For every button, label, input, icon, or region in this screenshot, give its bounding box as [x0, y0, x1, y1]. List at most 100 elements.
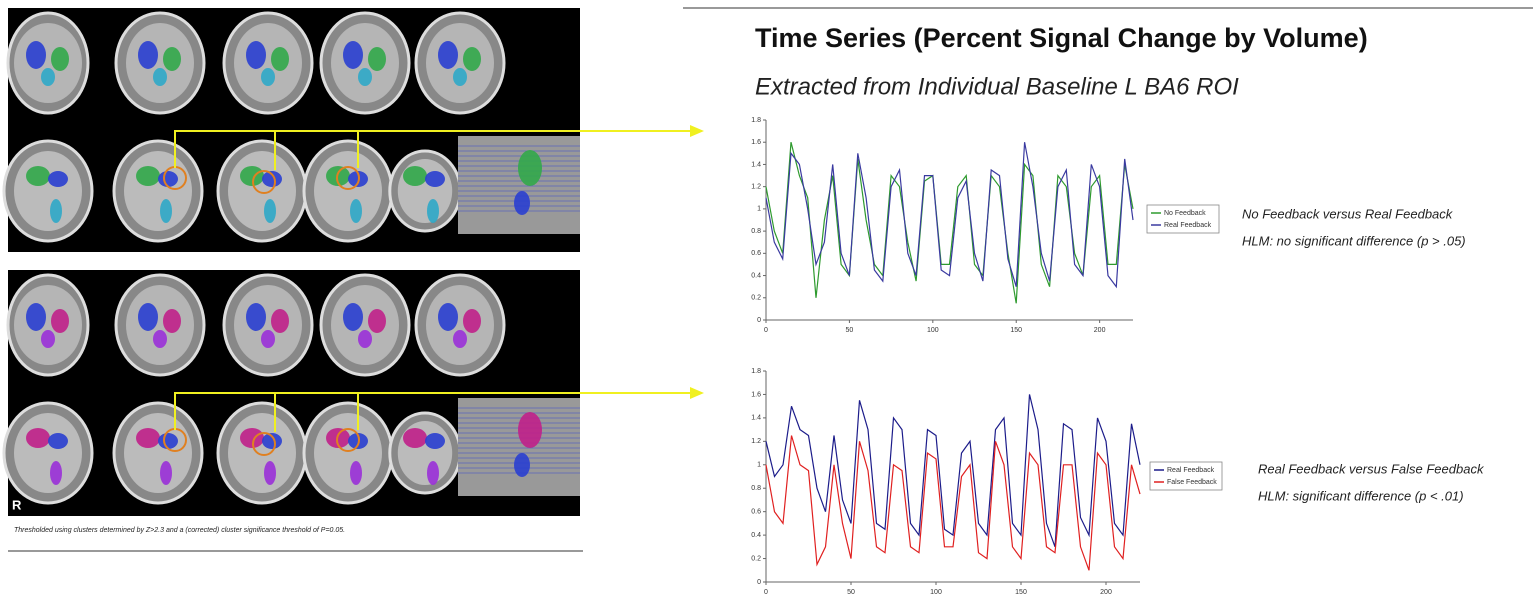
panel-label: R	[12, 497, 22, 512]
activation	[138, 41, 158, 69]
annotation: Real Feedback versus False Feedback	[1258, 461, 1485, 476]
brain-core	[228, 413, 296, 493]
y-tick-label: 0.2	[751, 295, 761, 302]
activation	[368, 47, 386, 71]
activation	[153, 68, 167, 86]
activation	[264, 199, 276, 223]
y-tick-label: 0.4	[751, 532, 761, 539]
x-tick-label: 200	[1094, 327, 1106, 334]
activation	[138, 303, 158, 331]
activation	[136, 166, 160, 186]
activation	[163, 47, 181, 71]
legend-label: Real Feedback	[1164, 222, 1212, 229]
legend-label: No Feedback	[1164, 210, 1206, 217]
activation	[514, 191, 530, 215]
activation	[518, 150, 542, 186]
y-tick-label: 1	[757, 206, 761, 213]
y-tick-label: 0.6	[751, 509, 761, 516]
brain-core	[124, 151, 192, 231]
activation	[358, 68, 372, 86]
brain-core	[331, 285, 399, 365]
activation	[26, 166, 50, 186]
activation	[50, 199, 62, 223]
activation	[163, 309, 181, 333]
y-tick-label: 1.8	[751, 368, 761, 375]
activation	[453, 68, 467, 86]
activation	[41, 68, 55, 86]
activation	[246, 303, 266, 331]
activation	[240, 428, 264, 448]
activation	[261, 68, 275, 86]
brain-core	[234, 23, 302, 103]
brain-core	[124, 413, 192, 493]
activation	[41, 330, 55, 348]
y-tick-label: 0.4	[751, 272, 761, 279]
annotation: HLM: no significant difference (p > .05)	[1242, 233, 1466, 248]
brain-core	[426, 23, 494, 103]
arrow-head	[690, 387, 704, 399]
y-tick-label: 1.2	[751, 438, 761, 445]
x-tick-label: 0	[764, 327, 768, 334]
y-tick-label: 1.6	[751, 391, 761, 398]
slide: Time Series (Percent Signal Change by Vo…	[0, 0, 1533, 596]
x-tick-label: 200	[1100, 589, 1112, 596]
legend-label: Real Feedback	[1167, 467, 1215, 474]
x-tick-label: 50	[847, 589, 855, 596]
activation	[261, 330, 275, 348]
legend-label: False Feedback	[1167, 479, 1217, 486]
y-tick-label: 1	[757, 462, 761, 469]
x-tick-label: 0	[764, 589, 768, 596]
activation	[427, 461, 439, 485]
activation	[160, 199, 172, 223]
series-line	[766, 142, 1133, 303]
y-tick-label: 1.2	[751, 184, 761, 191]
activation	[350, 461, 362, 485]
y-tick-label: 0.8	[751, 485, 761, 492]
y-tick-label: 1.4	[751, 161, 761, 168]
x-tick-label: 50	[846, 327, 854, 334]
activation	[271, 309, 289, 333]
x-tick-label: 100	[930, 589, 942, 596]
arrow-head	[690, 125, 704, 137]
brain-core	[331, 23, 399, 103]
activation	[136, 428, 160, 448]
activation	[425, 171, 445, 187]
activation	[438, 303, 458, 331]
y-tick-label: 0.6	[751, 250, 761, 257]
brain-core	[228, 151, 296, 231]
brain-core	[126, 285, 194, 365]
activation	[48, 171, 68, 187]
y-tick-label: 1.4	[751, 415, 761, 422]
activation	[453, 330, 467, 348]
activation	[518, 412, 542, 448]
y-tick-label: 0	[757, 579, 761, 586]
brain-core	[14, 413, 82, 493]
brain-core	[426, 285, 494, 365]
brain-core	[398, 159, 452, 223]
brain-core	[234, 285, 302, 365]
footnote: Thresholded using clusters determined by…	[14, 527, 345, 534]
activation	[26, 428, 50, 448]
activation	[463, 47, 481, 71]
activation	[403, 166, 427, 186]
y-tick-label: 0	[757, 317, 761, 324]
series-line	[766, 142, 1133, 287]
activation	[368, 309, 386, 333]
activation	[343, 41, 363, 69]
activation	[50, 461, 62, 485]
activation	[153, 330, 167, 348]
page: Time Series (Percent Signal Change by Vo…	[0, 0, 1533, 596]
activation	[350, 199, 362, 223]
y-tick-label: 0.2	[751, 555, 761, 562]
activation	[271, 47, 289, 71]
brain-core	[314, 413, 382, 493]
activation	[358, 330, 372, 348]
brain-core	[398, 421, 452, 485]
brain-core	[14, 23, 82, 103]
brain-core	[314, 151, 382, 231]
x-tick-label: 150	[1010, 327, 1022, 334]
y-tick-label: 1.8	[751, 117, 761, 124]
activation	[425, 433, 445, 449]
activation	[26, 41, 46, 69]
activation	[438, 41, 458, 69]
